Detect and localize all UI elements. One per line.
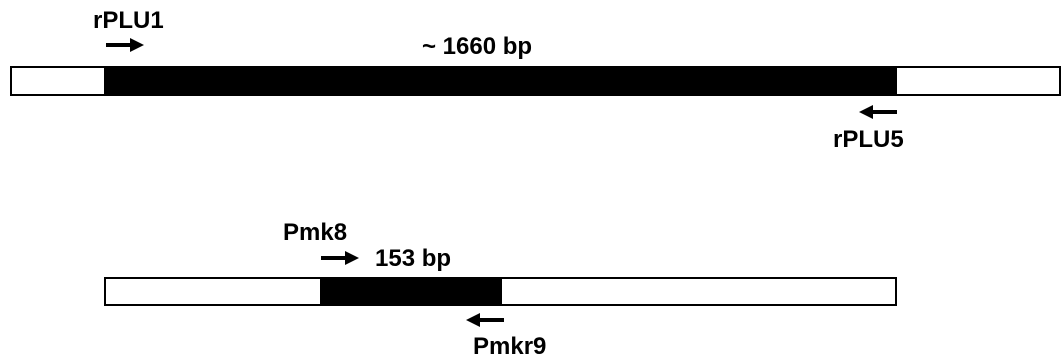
forward-primer-label: rPLU1 xyxy=(93,7,164,34)
arrow-left-icon xyxy=(466,313,504,327)
amplicon-region xyxy=(104,68,897,94)
dna-bar xyxy=(10,66,1061,96)
arrow-head xyxy=(466,313,480,327)
arrow-left-icon xyxy=(859,105,897,119)
forward-primer-label: Pmk8 xyxy=(283,219,348,246)
reverse-primer-label: Pmkr9 xyxy=(473,333,547,360)
arrow-head xyxy=(859,105,873,119)
amplicon-size-label: 153 bp xyxy=(375,245,452,272)
dna-bar xyxy=(104,277,897,306)
amplicon-size-label: ~ 1660 bp xyxy=(422,33,533,60)
arrow-head xyxy=(130,38,144,52)
arrow-head xyxy=(345,251,359,265)
arrow-right-icon xyxy=(106,38,144,52)
reverse-primer-label: rPLU5 xyxy=(833,126,904,153)
amplicon-region xyxy=(320,279,502,304)
arrow-right-icon xyxy=(321,251,359,265)
